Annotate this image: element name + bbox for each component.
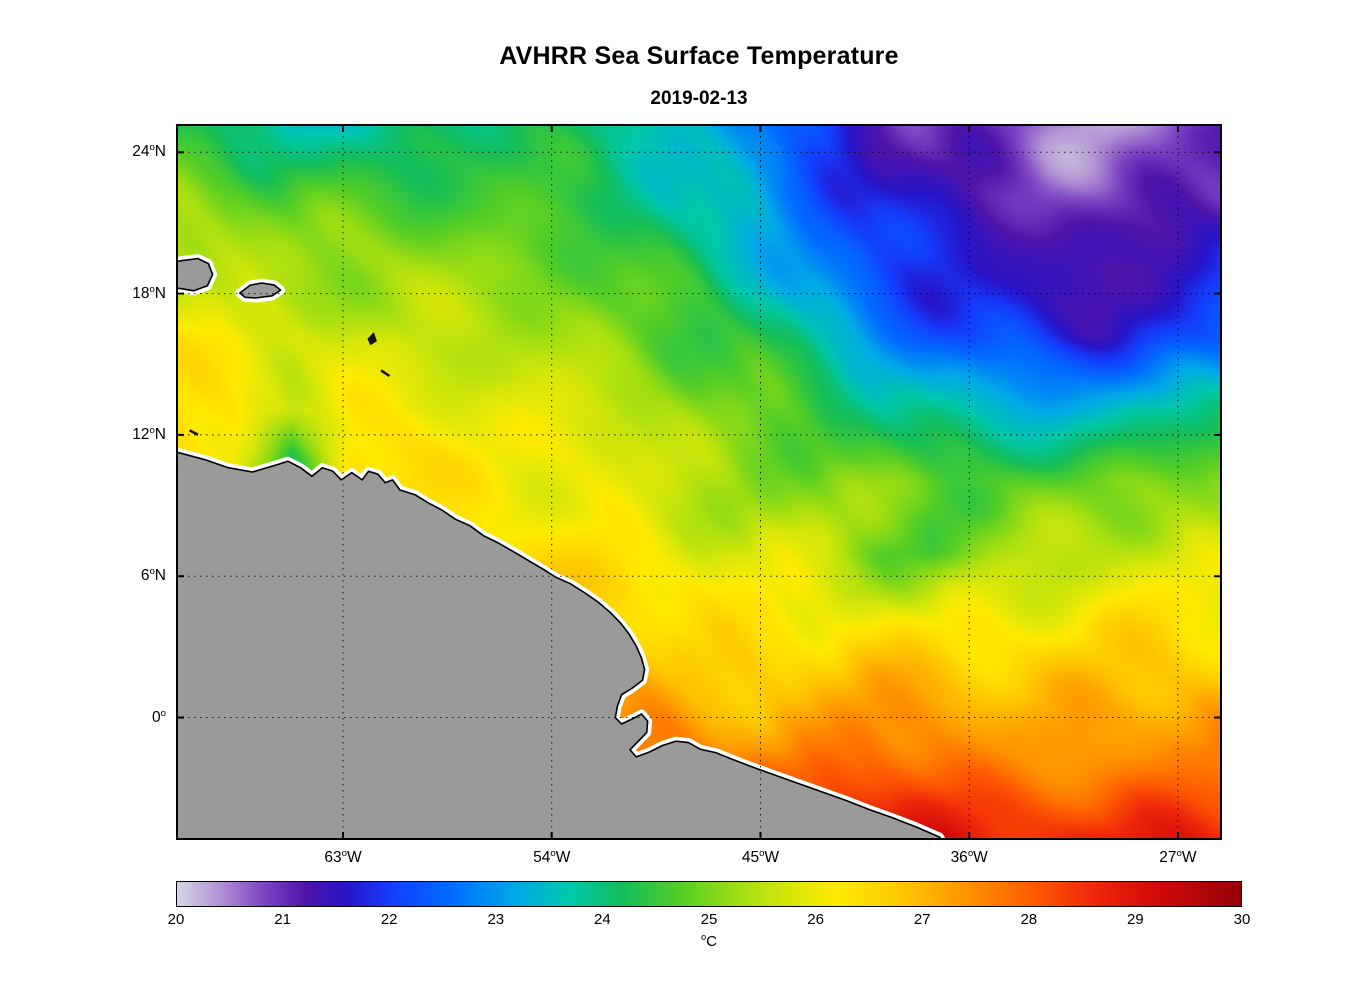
- y-tick-label: 24oN: [132, 142, 166, 161]
- y-tick-label: 18oN: [132, 283, 166, 302]
- colorbar-unit-label: oC: [700, 932, 717, 950]
- colorbar-tick-label: 21: [274, 911, 291, 928]
- colorbar-tick-label: 30: [1233, 911, 1251, 928]
- land-mask-island_east: [238, 282, 282, 299]
- x-tick-label: 27oW: [1159, 847, 1197, 866]
- colorbar-tick-label: 28: [1020, 911, 1038, 928]
- x-tick-label: 36oW: [950, 847, 988, 866]
- colorbar-tick-label: 23: [487, 911, 505, 928]
- figure-title: AVHRR Sea Surface Temperature: [499, 42, 899, 70]
- colorbar-tick-label: 29: [1127, 911, 1144, 928]
- colorbar-tick-label: 22: [380, 911, 398, 928]
- land-mask-island_west: [176, 257, 214, 292]
- x-tick-label: 63oW: [324, 847, 362, 866]
- colorbar-tick-label: 27: [913, 911, 931, 928]
- y-tick-label: 0o: [152, 707, 166, 726]
- x-tick-label: 54oW: [533, 847, 571, 866]
- sst-map: [176, 124, 1222, 840]
- figure-date: 2019-02-13: [650, 88, 748, 109]
- colorbar-tick-label: 26: [807, 911, 824, 928]
- y-tick-label: 12oN: [132, 424, 166, 443]
- islet-2: [189, 429, 199, 436]
- colorbar-tick-label: 20: [167, 911, 185, 928]
- colorbar-tick-label: 25: [700, 911, 718, 928]
- islet-1: [380, 369, 391, 378]
- y-tick-label: 6oN: [140, 566, 166, 585]
- land-mask-south_america: [176, 451, 942, 840]
- colorbar-tick-label: 24: [594, 911, 611, 928]
- x-tick-label: 45oW: [741, 847, 780, 866]
- plot-border: [176, 124, 1222, 840]
- map-overlay: [176, 124, 1222, 840]
- colorbar-gradient: [176, 881, 1242, 907]
- islet-0: [367, 332, 377, 346]
